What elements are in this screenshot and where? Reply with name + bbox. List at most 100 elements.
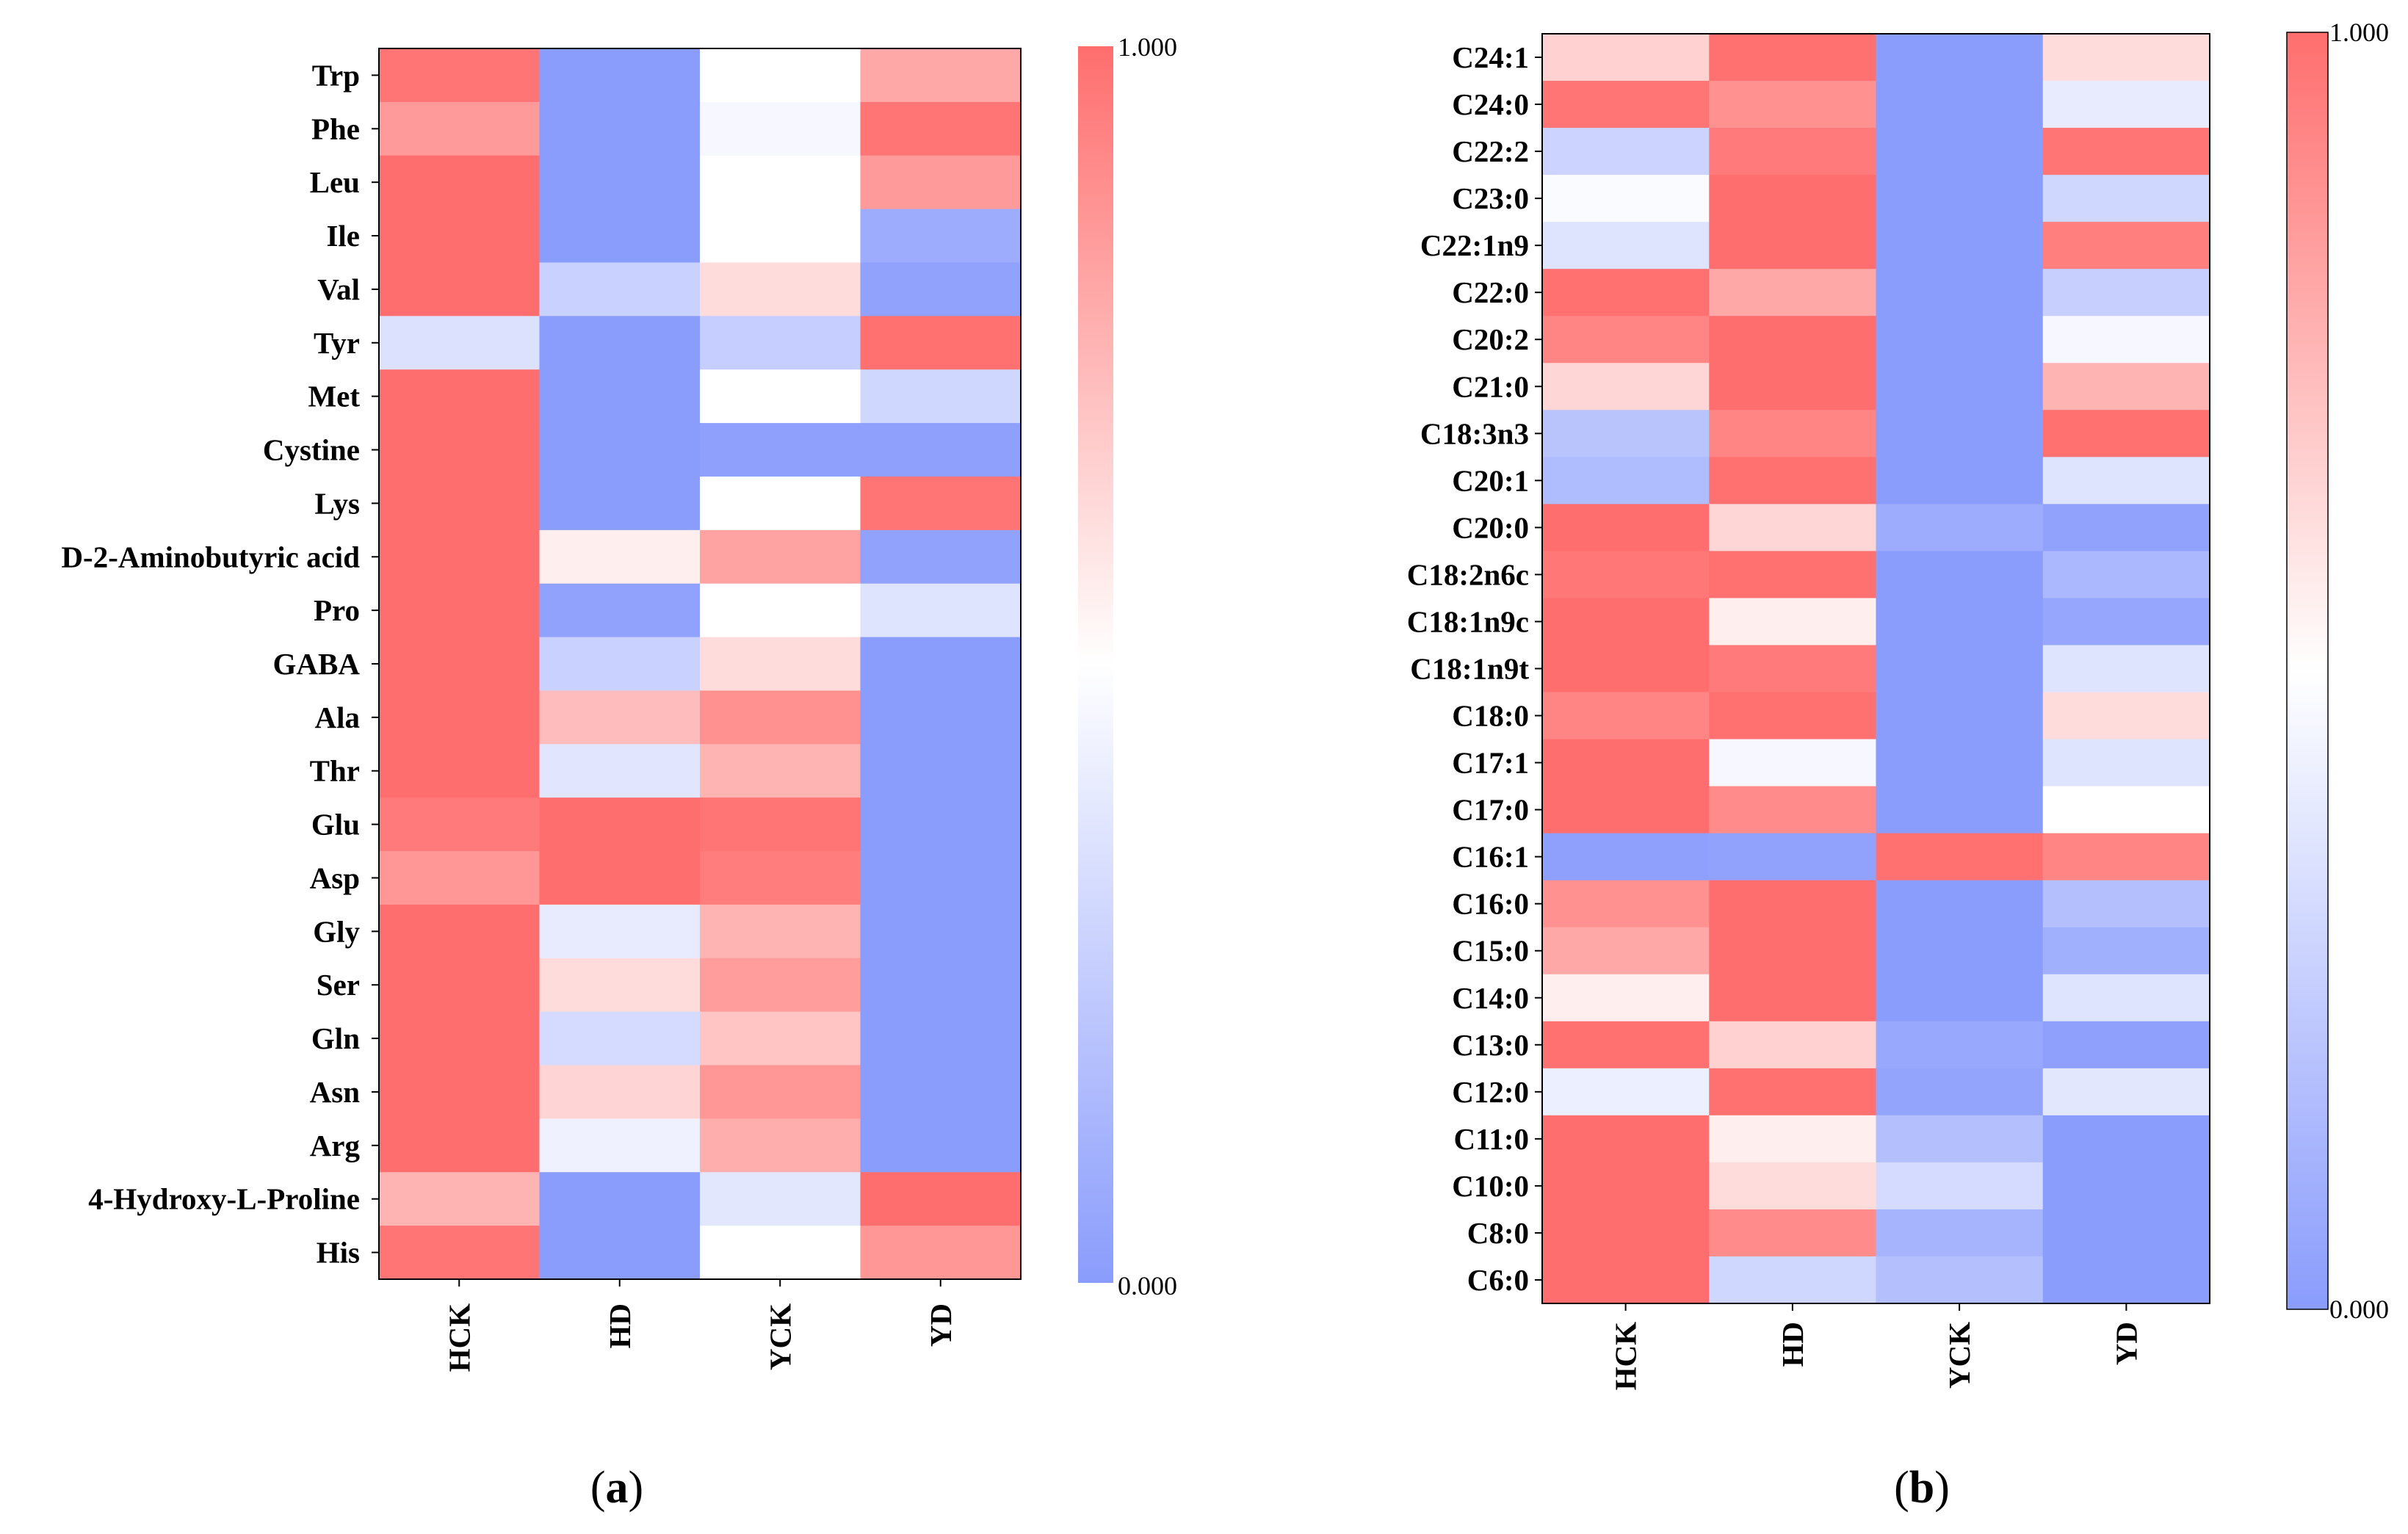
heatmap-a-cell-4-hydroxy-l-proline-hd [539,1172,701,1226]
heatmap-a-cell-gaba-yd [860,637,1022,692]
heatmap-b-cell-c23-0-hd [1709,175,1877,222]
heatmap-b-cell-c22-1n9-yck [1876,222,2044,269]
heatmap-a-cell-arg-hd [539,1118,701,1173]
heatmap-b-cell-c23-0-yck [1876,175,2044,222]
heatmap-b-cell-c10-0-hck [1542,1162,1710,1210]
heatmap-b-cell-c18-0-hck [1542,692,1710,740]
heatmap-b-cell-c18-1n9c-hck [1542,598,1710,646]
heatmap-a-row-label-his: His [317,1236,360,1270]
panel-a-paren-open: ( [590,1463,606,1513]
heatmap-b-cell-c22-2-hd [1709,128,1877,176]
heatmap-b-cell-c20-0-yd [2042,504,2210,552]
heatmap-b-cell-c18-0-yck [1876,692,2044,740]
heatmap-a-row-labels: Trp Phe Leu Ile Val Tyr Met Cystine Lys D-2-Amino… [61,58,379,1270]
heatmap-a-cell-4-hydroxy-l-proline-yd [860,1172,1022,1226]
heatmap-a-cell-4-hydroxy-l-proline-yck [700,1172,861,1226]
heatmap-a-row-label-met: Met [308,380,360,413]
heatmap-b-cell-c22-0-hd [1709,269,1877,316]
heatmap-b-cell-c20-2-hck [1542,316,1710,363]
heatmap-b-cell-c11-0-yck [1876,1115,2044,1163]
heatmap-b-cell-c18-1n9c-yd [2042,598,2210,646]
heatmap-b-cell-c18-3n3-hd [1709,410,1877,457]
heatmap-a-row-label-ser: Ser [317,968,360,1002]
heatmap-a-cell-val-yck [700,262,861,316]
heatmap-b-cell-c22-1n9-hd [1709,222,1877,269]
heatmap-a-row-label-pro: Pro [314,593,360,627]
heatmap-b-cell-c24-0-hck [1542,81,1710,129]
heatmap-b-cell-c14-0-hck [1542,974,1710,1022]
heatmap-b-cell-c23-0-yd [2042,175,2210,222]
heatmap-b-cell-c17-1-hd [1709,739,1877,787]
heatmap-b-cell-c12-0-yd [2042,1068,2210,1116]
heatmap-a-row-label-gly: Gly [313,914,360,948]
heatmap-b-cell-c8-0-hck [1542,1209,1710,1257]
heatmap-a-cell-4-hydroxy-l-proline-hck [379,1172,540,1226]
heatmap-a-cell-tyr-hd [539,316,701,370]
heatmap-a-cell-leu-hd [539,155,701,210]
heatmap-a-cell-thr-yd [860,744,1022,798]
heatmap-b-cell-c18-0-yd [2042,692,2210,740]
heatmap-b-cell-c13-0-yd [2042,1021,2210,1069]
heatmap-a-cell-gln-yd [860,1011,1022,1066]
heatmap-b-cell-c24-1-hck [1542,34,1710,82]
heatmap-b-cell-c10-0-yd [2042,1162,2210,1210]
heatmap-a-cell-met-yck [700,369,861,424]
heatmap-a-cell-gaba-yck [700,637,861,692]
heatmap-a-cell-trp-yd [860,48,1022,103]
heatmap-b-column-labels: HCK HD YCK YD [1609,1303,2143,1391]
heatmap-b-cell-c12-0-hck [1542,1068,1710,1116]
heatmap-b-cell-c15-0-hck [1542,927,1710,975]
heatmap-b-cell-c6-0-hck [1542,1256,1710,1304]
heatmap-b-column-label-hck: HCK [1609,1322,1643,1391]
heatmap-a-cell-met-yd [860,369,1022,424]
heatmap-a-cell-gly-hck [379,904,540,959]
heatmap-b-cell-c6-0-hd [1709,1256,1877,1304]
colorbar-b-min-label: 0.000 [2329,1295,2389,1324]
heatmap-b-cell-c23-0-hck [1542,175,1710,222]
heatmap-a-cell-thr-yck [700,744,861,798]
heatmap-a-row-label-tyr: Tyr [314,326,360,360]
heatmap-b-cell-c11-0-yd [2042,1115,2210,1163]
panel-a-caption: (a) [590,1463,643,1513]
heatmap-b-cell-c24-1-yd [2042,34,2210,82]
heatmap-b-cell-c17-0-hck [1542,786,1710,834]
heatmap-a-cell-trp-yck [700,48,861,103]
heatmap-b-row-label-c20-2: C20:2 [1452,322,1529,356]
heatmap-a-cell-gaba-hck [379,637,540,692]
heatmap-a-cell-ala-hck [379,690,540,745]
heatmap-a-cell-cystine-yck [700,423,861,477]
heatmap-b-cell-c22-2-hck [1542,128,1710,176]
heatmap-b-cell-c16-0-yd [2042,880,2210,928]
heatmap-b-row-label-c16-0: C16:0 [1452,887,1529,921]
heatmap-b-cell-c6-0-yd [2042,1256,2210,1304]
heatmap-a-cell-asn-yck [700,1065,861,1119]
heatmap-b-cell-c20-1-hck [1542,457,1710,504]
heatmap-a-cell-his-yd [860,1226,1022,1280]
heatmap-a-cell-his-hck [379,1226,540,1280]
heatmap-a-cell-asn-yd [860,1065,1022,1119]
heatmap-b-cell-c17-0-hd [1709,786,1877,834]
heatmap-b-cell-c8-0-yck [1876,1209,2044,1257]
heatmap-b-cell-c22-1n9-yd [2042,222,2210,269]
heatmap-a-cell-val-yd [860,262,1022,316]
heatmap-b-cell-c21-0-hd [1709,363,1877,410]
heatmap-b-row-label-c23-0: C23:0 [1452,181,1529,215]
heatmap-b-row-label-c11-0: C11:0 [1454,1122,1530,1156]
heatmap-a-cell-arg-hck [379,1118,540,1173]
heatmap-b-cell-c20-0-hck [1542,504,1710,552]
heatmap-a-row-label-gln: Gln [311,1021,360,1055]
panel-b-paren-close: ) [1934,1463,1950,1513]
heatmap-a-cell-ser-yd [860,958,1022,1013]
heatmap-b-cell-c15-0-yd [2042,927,2210,975]
heatmap-a-cell-arg-yck [700,1118,861,1173]
heatmap-a-row-label-d-2-aminobutyric-acid: D-2-Aminobutyric acid [61,540,360,574]
heatmap-b-row-label-c22-0: C22:0 [1452,275,1529,309]
heatmap-b-row-label-c22-1n9: C22:1n9 [1420,228,1529,262]
heatmap-b-cell-c14-0-yck [1876,974,2044,1022]
heatmap-a-row-label-ala: Ala [315,701,361,734]
heatmap-b-cell-c14-0-hd [1709,974,1877,1022]
heatmap-a-cell-his-hd [539,1226,701,1280]
heatmap-b-cell-c17-1-hck [1542,739,1710,787]
heatmap-b-row-label-c24-0: C24:0 [1452,87,1529,121]
